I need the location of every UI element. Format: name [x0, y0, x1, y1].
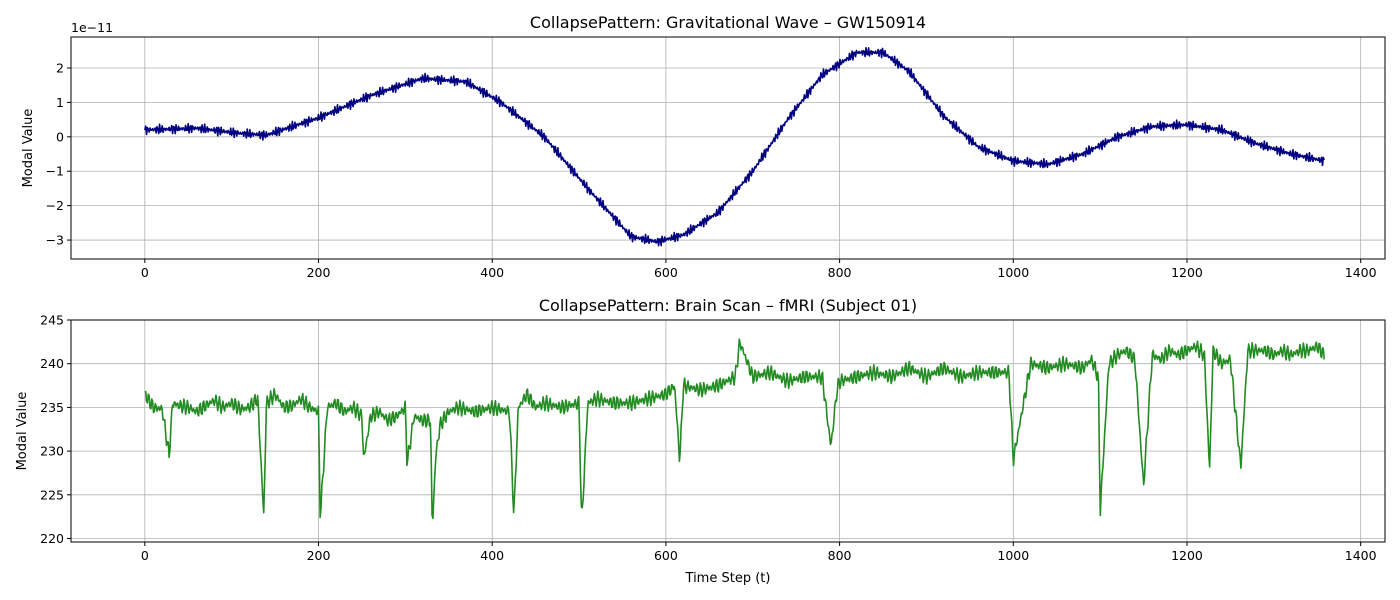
y-tick-label: 240	[40, 356, 64, 371]
x-tick-label: 400	[480, 265, 504, 280]
x-tick-label: 400	[480, 548, 504, 563]
chart-gravitational-wave: 0 200 400 600 800 1000 1200 1400 −3 −2 −1 0 1 2 Collap…	[21, 13, 1386, 280]
x-tick-label: 1200	[1171, 265, 1203, 280]
x-tick-label: 0	[141, 265, 149, 280]
y-tick-label: 0	[56, 129, 64, 144]
x-tick-label: 1000	[997, 265, 1029, 280]
y-tick-label: 245	[40, 313, 64, 328]
y-tick-label: 1	[56, 95, 64, 110]
y-tick-label: −3	[46, 233, 64, 248]
y-tick-label: 225	[40, 487, 64, 502]
x-tick-label: 200	[307, 265, 331, 280]
plot-frame	[70, 36, 1386, 260]
y-tick-label: 2	[56, 60, 64, 75]
x-tick-label: 1400	[1345, 548, 1377, 563]
chart-title: CollapsePattern: Brain Scan – fMRI (Subj…	[539, 296, 917, 315]
x-tick-label: 200	[307, 548, 331, 563]
chart-title: CollapsePattern: Gravitational Wave – GW…	[530, 13, 926, 32]
x-tick-label: 0	[141, 548, 149, 563]
y-tick-label: −1	[46, 164, 64, 179]
y-tick-label: 230	[40, 444, 64, 459]
x-tick-label: 1200	[1171, 548, 1203, 563]
gw-series-line	[144, 47, 1325, 247]
x-tick-label: 800	[828, 548, 852, 563]
chart-brain-scan: 0 200 400 600 800 1000 1200 1400 220 225 230 235 240…	[15, 296, 1386, 586]
y-axis-label: Modal Value	[21, 109, 36, 188]
y-offset-text: 1e−11	[71, 20, 113, 35]
x-tick-label: 600	[654, 548, 678, 563]
x-axis-label: Time Step (t)	[685, 571, 771, 586]
y-tick-label: 235	[40, 400, 64, 415]
y-tick-label: 220	[40, 531, 64, 546]
x-tick-label: 600	[654, 265, 678, 280]
x-tick-label: 1400	[1345, 265, 1377, 280]
x-tick-label: 1000	[997, 548, 1029, 563]
plot-frame	[70, 319, 1386, 543]
x-tick-label: 800	[828, 265, 852, 280]
fmri-series-line	[144, 338, 1326, 520]
y-tick-label: −2	[46, 198, 64, 213]
y-axis-label: Modal Value	[15, 392, 30, 471]
